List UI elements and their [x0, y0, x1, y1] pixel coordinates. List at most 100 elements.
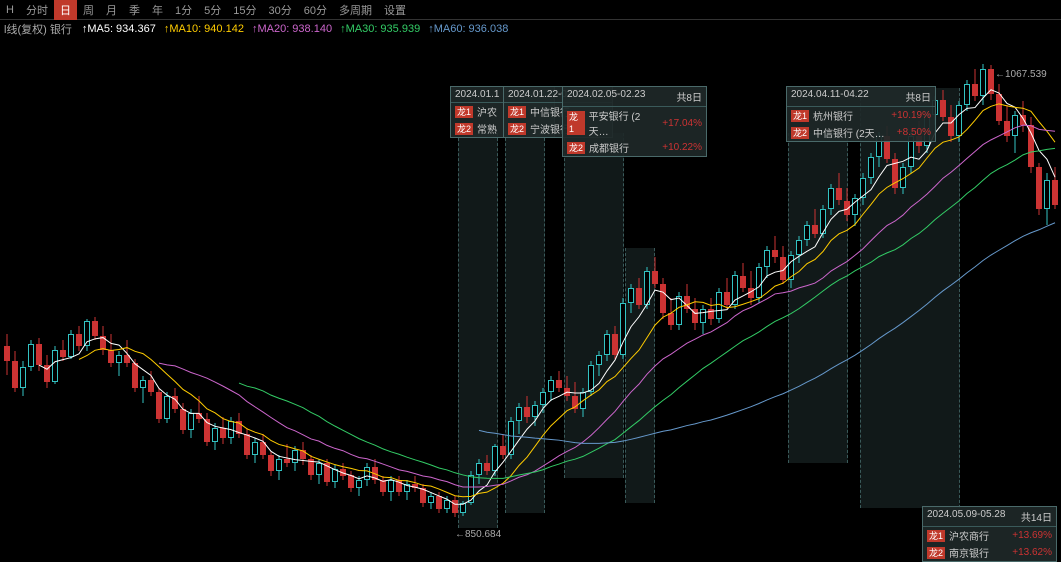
candle[interactable] [1020, 101, 1026, 132]
candle[interactable] [348, 471, 354, 492]
timeframe-多周期[interactable]: 多周期 [333, 0, 378, 20]
candle[interactable] [108, 334, 114, 367]
candle[interactable] [140, 376, 146, 403]
candle[interactable] [1028, 117, 1034, 173]
candle[interactable] [604, 330, 610, 361]
candle[interactable] [772, 236, 778, 263]
candle[interactable] [700, 305, 706, 334]
candle[interactable] [676, 292, 682, 330]
candle[interactable] [900, 163, 906, 194]
candle[interactable] [1052, 167, 1058, 209]
candle[interactable] [452, 496, 458, 517]
annotation-box[interactable]: 2024.02.05-02.23共8日龙1平安银行 (2天…+17.04%龙2成… [562, 86, 707, 157]
candle[interactable] [4, 334, 10, 376]
candle[interactable] [420, 484, 426, 507]
candle[interactable] [364, 463, 370, 486]
timeframe-日[interactable]: 日 [54, 0, 77, 20]
candle[interactable] [172, 388, 178, 413]
candle[interactable] [236, 413, 242, 438]
timeframe-60分[interactable]: 60分 [298, 0, 333, 20]
candle[interactable] [468, 471, 474, 504]
candle[interactable] [324, 459, 330, 486]
candle[interactable] [636, 278, 642, 309]
candle[interactable] [84, 319, 90, 350]
candle[interactable] [780, 246, 786, 284]
timeframe-H[interactable]: H [0, 2, 20, 18]
candle[interactable] [156, 388, 162, 423]
candle[interactable] [812, 209, 818, 238]
candle[interactable] [940, 90, 946, 121]
candle[interactable] [124, 340, 130, 367]
timeframe-1分[interactable]: 1分 [169, 0, 198, 20]
candle[interactable] [428, 492, 434, 509]
candle[interactable] [980, 64, 986, 105]
candle[interactable] [252, 438, 258, 463]
candle[interactable] [116, 351, 122, 376]
candle[interactable] [508, 417, 514, 459]
candle[interactable] [692, 298, 698, 329]
candle[interactable] [612, 326, 618, 359]
annot-row[interactable]: 龙1沪农商行+13.69% [923, 527, 1056, 544]
candle[interactable] [276, 455, 282, 480]
candle[interactable] [740, 263, 746, 292]
candle[interactable] [820, 205, 826, 238]
candle[interactable] [540, 388, 546, 413]
candle[interactable] [588, 361, 594, 396]
candle[interactable] [204, 413, 210, 446]
candle[interactable] [860, 173, 866, 204]
candle[interactable] [596, 351, 602, 376]
candle[interactable] [532, 401, 538, 426]
candle[interactable] [988, 65, 994, 100]
candle[interactable] [308, 455, 314, 480]
annot-row[interactable]: 龙2南京银行+13.62% [923, 544, 1056, 561]
candle[interactable] [548, 376, 554, 401]
candle[interactable] [300, 442, 306, 465]
candle[interactable] [92, 317, 98, 340]
candle[interactable] [284, 444, 290, 467]
candle[interactable] [1004, 105, 1010, 143]
candle[interactable] [972, 69, 978, 100]
candle[interactable] [828, 184, 834, 215]
candle[interactable] [524, 396, 530, 423]
candle[interactable] [60, 340, 66, 361]
candle[interactable] [68, 330, 74, 359]
annot-row[interactable]: 龙2中信银行 (2天…+8.50% [787, 124, 935, 141]
candle[interactable] [572, 382, 578, 413]
candle[interactable] [44, 355, 50, 388]
candle[interactable] [732, 271, 738, 309]
timeframe-5分[interactable]: 5分 [198, 0, 227, 20]
candle[interactable] [28, 340, 34, 371]
candle[interactable] [484, 455, 490, 476]
candle[interactable] [340, 463, 346, 480]
candle[interactable] [1012, 111, 1018, 153]
candle[interactable] [852, 194, 858, 225]
candle[interactable] [36, 338, 42, 371]
candle[interactable] [228, 417, 234, 444]
timeframe-分时[interactable]: 分时 [20, 0, 54, 20]
candle[interactable] [476, 459, 482, 484]
timeframe-年[interactable]: 年 [146, 0, 169, 20]
candle[interactable] [52, 346, 58, 384]
candle[interactable] [188, 409, 194, 438]
candle[interactable] [196, 396, 202, 423]
candle[interactable] [1044, 173, 1050, 225]
candle[interactable] [996, 84, 1002, 126]
candle[interactable] [132, 359, 138, 392]
candle[interactable] [868, 153, 874, 184]
candle[interactable] [764, 246, 770, 277]
candle[interactable] [1036, 163, 1042, 215]
candle[interactable] [148, 371, 154, 396]
candle[interactable] [380, 476, 386, 497]
candle[interactable] [796, 236, 802, 263]
candle[interactable] [404, 480, 410, 501]
annot-row[interactable]: 龙2成都银行+10.22% [563, 139, 706, 156]
annotation-box[interactable]: 2024.05.09-05.28共14日龙1沪农商行+13.69%龙2南京银行+… [922, 506, 1057, 562]
candle[interactable] [628, 284, 634, 313]
candle[interactable] [668, 298, 674, 329]
timeframe-周[interactable]: 周 [77, 0, 100, 20]
candle[interactable] [708, 298, 714, 325]
candle[interactable] [644, 267, 650, 309]
candle[interactable] [100, 326, 106, 355]
candle[interactable] [844, 188, 850, 221]
candle[interactable] [724, 278, 730, 309]
